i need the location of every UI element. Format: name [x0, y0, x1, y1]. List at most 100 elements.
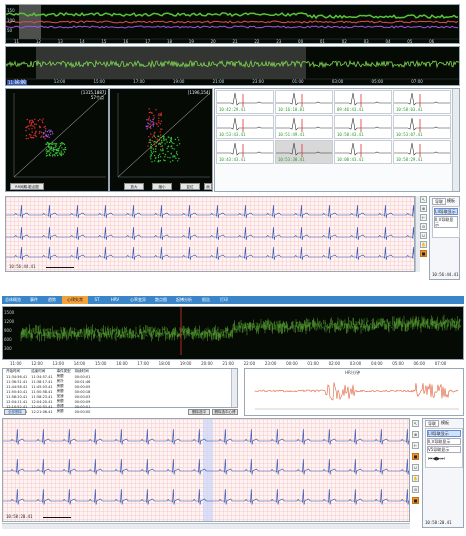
scatter-point	[153, 151, 155, 153]
measure-icon[interactable]: ⊕	[420, 205, 427, 212]
main-tab[interactable]: 总体概览	[5, 297, 21, 302]
scatter-type-button[interactable]: RR间期-散点图	[10, 183, 44, 190]
main-tab[interactable]: 报告	[202, 297, 210, 302]
tab-leads-1[interactable]: 导联	[432, 198, 446, 205]
table-header[interactable]: 持续时间	[74, 369, 89, 373]
beat-snippet[interactable]: 10:43:43.41	[216, 140, 274, 164]
print-icon[interactable]: ▤	[204, 183, 212, 190]
axis-tick-label: 02	[341, 39, 347, 44]
hand-icon[interactable]: ✋	[412, 475, 419, 482]
scatter-left-sub: 57个点	[90, 95, 104, 100]
main-tab[interactable]: 心律失常	[62, 296, 88, 304]
beat-time: 10:42:29.41	[219, 107, 246, 112]
beat-time: 10:58:03.41	[396, 107, 423, 112]
delete-selected-button[interactable]: 删除选中	[188, 409, 210, 415]
main-tab[interactable]: HRV	[110, 297, 120, 302]
scatter-point	[167, 136, 169, 138]
table-header[interactable]: 开始时间	[6, 369, 20, 373]
delete-all-button[interactable]: 全部删除	[4, 409, 26, 415]
beat-time: 10:53:43.41	[219, 132, 246, 137]
scatter-point	[35, 130, 37, 132]
reset-button[interactable]: 复位	[180, 183, 200, 190]
table-row[interactable]: 11:34:56.41 11:34:57.41 房颤 00:00:01	[4, 374, 92, 379]
scatter-point	[31, 119, 33, 121]
delete-selected-beat-button[interactable]: 删除选中心博	[212, 409, 238, 415]
measure-icon[interactable]: ⊕	[412, 431, 419, 438]
beat-snippet[interactable]: 10:53:38.41	[275, 140, 333, 164]
ecg-horizontal-scrollbar[interactable]	[2, 523, 410, 529]
hand-icon[interactable]: ✋	[420, 241, 427, 248]
scatter-point	[146, 119, 148, 121]
lead-option-selected[interactable]: I,II导联显示	[434, 208, 458, 215]
main-tab[interactable]: 打印	[220, 297, 228, 302]
select-icon[interactable]: ↖	[420, 196, 427, 203]
flag-icon[interactable]: ■	[412, 497, 419, 504]
beat-snippet[interactable]: 10:51:49.41	[275, 115, 333, 139]
magnet-icon[interactable]: ∪	[412, 464, 419, 471]
table-row[interactable]: 11:36:31.41 11:38:17.41 房扑 00:01:46	[4, 379, 92, 384]
scatter-point	[178, 157, 180, 160]
main-tab[interactable]: 起搏分析	[176, 297, 192, 302]
table-row[interactable]: 11:50:40.41 11:50:58.41 房颤 00:00:18	[4, 389, 92, 394]
main-tab[interactable]: 事件	[30, 297, 38, 302]
main-tab[interactable]: 心率变异	[130, 297, 146, 302]
ecg-strip-1[interactable]: 10:56:44.41	[5, 196, 415, 272]
zoom-icon[interactable]: ⊙	[412, 486, 419, 493]
zoom-icon[interactable]: ⊙	[420, 223, 427, 230]
ecg-strip-2[interactable]: 10:58:20.41	[2, 418, 410, 522]
tab-leads-2[interactable]: 导联	[425, 420, 439, 427]
table-row[interactable]: 11:44:58.41 11:45:03.41 房颤 00:00:05	[4, 384, 92, 389]
scatter-point	[41, 135, 43, 137]
main-tab[interactable]: ST	[94, 297, 100, 302]
beat-snippet[interactable]: 10:00:43.41	[334, 140, 392, 164]
scatter-plot-left[interactable]: [1315,1887] 57个点 RR间期-散点图	[5, 88, 109, 192]
ecg-strip-1-scrollbar[interactable]	[415, 196, 420, 272]
lead-option-selected-2[interactable]: I,II导联显示	[427, 430, 461, 437]
table-row[interactable]: 11:58:20.41 11:58:23.41 室速 00:00:03	[4, 394, 92, 399]
tab-template-1[interactable]: 模板	[447, 198, 455, 203]
event-table-scrollbar[interactable]	[231, 369, 237, 407]
scatter-point	[42, 118, 44, 120]
main-tab[interactable]: 散点图	[155, 297, 167, 302]
scatter-point	[63, 151, 66, 153]
lead-select-2b[interactable]: V5导联显示	[427, 446, 461, 453]
hr-trend-chart[interactable]: 1500 1200 900 600 300	[2, 306, 464, 360]
scatter-point	[64, 146, 67, 149]
zoom-out-button[interactable]: 缩小	[152, 183, 172, 190]
beat-snippet[interactable]: 10:53:07.41	[393, 115, 451, 139]
scatter-point	[44, 125, 46, 128]
lead-select-1[interactable]: II,V导联显示	[434, 216, 458, 228]
mark-icon[interactable]: ■	[420, 250, 427, 257]
mini-hr-chart[interactable]: HR/分钟	[244, 368, 464, 416]
beat-snippet[interactable]: 10:58:03.41	[393, 90, 451, 114]
mark-icon[interactable]: ■	[412, 453, 419, 460]
lead-select-2a[interactable]: II,V导联显示	[427, 438, 461, 445]
scatter-plot-right[interactable]: [1196,154] 放大 缩小 复位 ▤	[109, 88, 213, 192]
beat-snippet[interactable]: 10:42:29.41	[216, 90, 274, 114]
scatter-point	[158, 138, 161, 140]
beat-snippet[interactable]: 10:53:43.41	[216, 115, 274, 139]
table-row[interactable]: 12:10:52.41 12:10:53.41 停搏 00:00:01	[4, 404, 92, 409]
caliper-icon[interactable]: ⊢	[412, 442, 419, 449]
beat-snippet[interactable]: 10:58:29.41	[393, 140, 451, 164]
zoom-in-button[interactable]: 放大	[124, 183, 144, 190]
scatter-point	[54, 146, 56, 149]
tab-template-2[interactable]: 模板	[441, 420, 449, 425]
scatter-point	[175, 157, 177, 159]
beat-grid-scrollbar[interactable]	[452, 89, 459, 191]
scatter-point	[55, 145, 57, 147]
overview-strip[interactable]: 150 100 50 11 12 13 14 15 16 17 18 19 20 21 22 23 00 0…	[5, 4, 460, 44]
beat-snippet[interactable]: 10:16:18.81	[275, 90, 333, 114]
zoom-strip[interactable]: 11:06:00 11:00 13:00 15:00 17:00 19:00 21:00 2…	[5, 46, 460, 86]
table-header[interactable]: 事件类型	[56, 369, 71, 373]
select-icon[interactable]: ↖	[412, 420, 419, 427]
caliper-icon[interactable]: ⊢	[420, 214, 427, 221]
magnet-icon[interactable]: ∪	[420, 232, 427, 239]
axis-tick-label: 17:00	[137, 361, 149, 366]
main-tab[interactable]: 趋势	[48, 297, 56, 302]
table-header[interactable]: 结束时间	[31, 369, 46, 373]
beat-snippet[interactable]: 10:50:43.41	[334, 115, 392, 139]
playback-controls[interactable]: ⏮◀▶⏭	[428, 456, 445, 462]
table-row[interactable]: 12:04:11.41 12:04:20.41 房颤 00:00:09	[4, 399, 92, 404]
beat-snippet[interactable]: 09:46:43.41	[334, 90, 392, 114]
